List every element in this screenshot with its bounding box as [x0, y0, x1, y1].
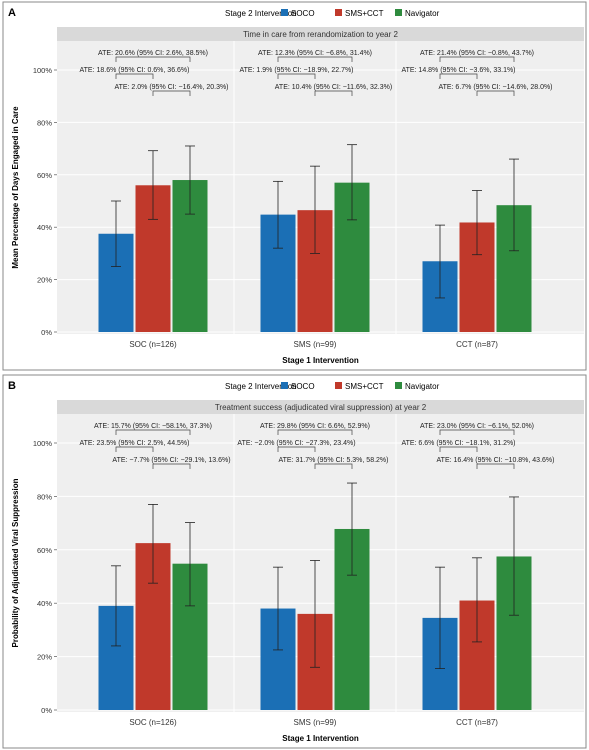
ate-annotation: ATE: 1.9% (95% CI: −18.9%, 22.7%) [239, 67, 353, 74]
ate-annotation: ATE: 23.5% (95% CI: 2.5%, 44.5%) [80, 440, 190, 447]
ate-annotation: ATE: 29.8% (95% CI: 6.6%, 52.9%) [260, 423, 370, 430]
legend-label: SMS+CCT [345, 382, 384, 391]
y-tick-label: 40% [37, 223, 52, 232]
ate-annotation: ATE: 20.6% (95% CI: 2.6%, 38.5%) [98, 50, 208, 57]
y-tick-label: 0% [41, 328, 52, 337]
legend-label: SMS+CCT [345, 9, 384, 18]
y-axis-label: Probability of Adjudicated Viral Suppres… [11, 478, 20, 647]
ate-bracket [439, 446, 478, 452]
legend-title: Stage 2 Intervention [225, 382, 297, 391]
x-tick-label: CCT (n=87) [456, 718, 498, 727]
ate-bracket [277, 446, 316, 452]
y-tick-label: 100% [33, 66, 53, 75]
legend-swatch [281, 382, 288, 389]
ate-annotation: ATE: 31.7% (95% CI: 5.3%, 58.2%) [279, 457, 389, 464]
ate-annotation: ATE: 10.4% (95% CI: −11.6%, 32.3%) [275, 84, 392, 91]
legend-label: Navigator [405, 382, 440, 391]
ate-annotation: ATE: 15.7% (95% CI: −58.1%, 37.3%) [94, 423, 212, 430]
ate-annotation: ATE: 23.0% (95% CI: −6.1%, 52.0%) [420, 423, 534, 430]
ate-annotation: ATE: 14.8% (95% CI: −3.6%, 33.1%) [401, 67, 515, 74]
ate-bracket [115, 446, 154, 452]
ate-annotation: ATE: 18.6% (95% CI: 0.6%, 36.6%) [80, 67, 190, 74]
x-tick-label: SOC (n=126) [129, 340, 177, 349]
legend-swatch [395, 382, 402, 389]
ate-bracket [277, 429, 353, 435]
ate-bracket [476, 463, 515, 469]
ate-bracket [115, 73, 154, 79]
ate-bracket [277, 73, 316, 79]
y-tick-label: 40% [37, 599, 52, 608]
y-tick-label: 80% [37, 492, 52, 501]
x-axis-label: Stage 1 Intervention [282, 734, 359, 743]
x-tick-label: SMS (n=99) [294, 340, 337, 349]
panel-label: A [8, 7, 16, 19]
y-tick-label: 20% [37, 653, 52, 662]
header-band [57, 400, 584, 414]
ate-annotation: ATE: 6.7% (95% CI: −14.6%, 28.0%) [438, 84, 552, 91]
y-tick-label: 0% [41, 706, 52, 715]
ate-bracket [277, 56, 353, 62]
legend-label: SOCO [291, 9, 315, 18]
ate-bracket [439, 429, 515, 435]
ate-bracket [476, 90, 515, 96]
ate-annotation: ATE: −2.0% (95% CI: −27.3%, 23.4%) [237, 440, 355, 447]
ate-annotation: ATE: 6.6% (95% CI: −18.1%, 31.2%) [401, 440, 515, 447]
legend-swatch [335, 9, 342, 16]
ate-bracket [314, 463, 353, 469]
x-tick-label: SOC (n=126) [129, 718, 177, 727]
ate-bracket [314, 90, 353, 96]
ate-annotation: ATE: 2.0% (95% CI: −16.4%, 20.3%) [114, 84, 228, 91]
ate-bracket [115, 56, 191, 62]
x-tick-label: CCT (n=87) [456, 340, 498, 349]
legend-swatch [335, 382, 342, 389]
y-axis-label: Mean Percentage of Days Engaged in Care [11, 106, 20, 269]
y-tick-label: 100% [33, 439, 53, 448]
ate-bracket [439, 56, 515, 62]
legend-title: Stage 2 Intervention [225, 9, 297, 18]
legend-swatch [395, 9, 402, 16]
y-tick-label: 60% [37, 546, 52, 555]
ate-annotation: ATE: 16.4% (95% CI: −10.8%, 43.6%) [437, 457, 555, 464]
ate-annotation: ATE: 21.4% (95% CI: −0.8%, 43.7%) [420, 50, 534, 57]
ate-annotation: ATE: 12.3% (95% CI: −6.8%, 31.4%) [258, 50, 372, 57]
ate-annotation: ATE: −7.7% (95% CI: −29.1%, 13.6%) [112, 457, 230, 464]
ate-bracket [439, 73, 478, 79]
legend-label: Navigator [405, 9, 440, 18]
y-tick-label: 60% [37, 171, 52, 180]
panel-header: Treatment success (adjudicated viral sup… [215, 403, 427, 412]
x-axis-label: Stage 1 Intervention [282, 356, 359, 365]
y-tick-label: 80% [37, 118, 52, 127]
panel-header: Time in care from rerandomization to yea… [243, 30, 398, 39]
x-tick-label: SMS (n=99) [294, 718, 337, 727]
header-band [57, 27, 584, 41]
ate-bracket [152, 90, 191, 96]
panel-label: B [8, 380, 16, 392]
y-tick-label: 20% [37, 276, 52, 285]
ate-bracket [115, 429, 191, 435]
legend-label: SOCO [291, 382, 315, 391]
ate-bracket [152, 463, 191, 469]
legend-swatch [281, 9, 288, 16]
